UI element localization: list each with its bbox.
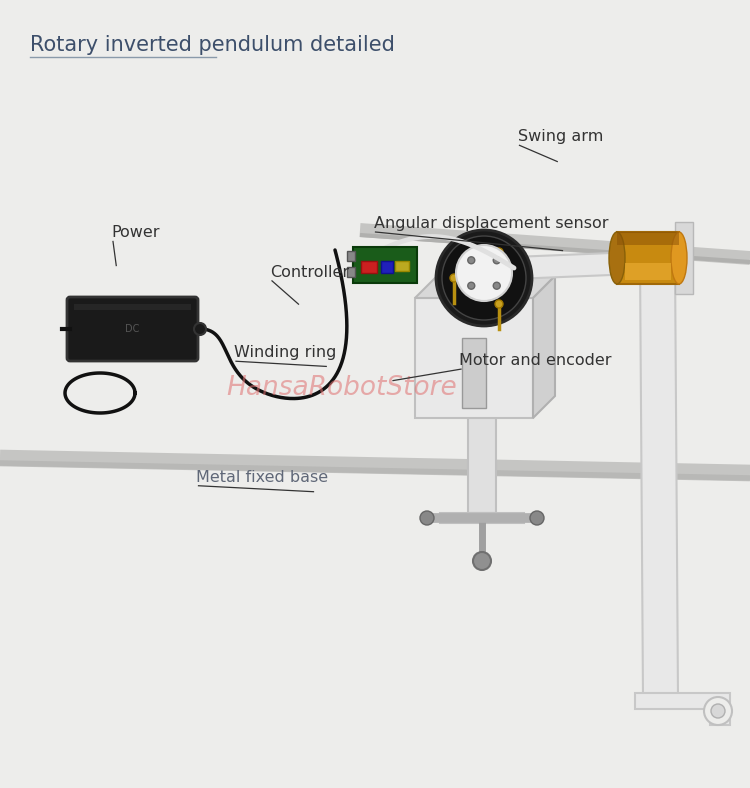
Bar [617,232,679,284]
Polygon shape [533,276,555,418]
Circle shape [494,282,500,289]
Circle shape [420,511,434,525]
Polygon shape [415,298,533,418]
Circle shape [456,245,512,301]
Circle shape [468,282,475,289]
Circle shape [495,248,503,256]
Bar [381,261,393,273]
Text: DC: DC [124,324,140,334]
Bar [675,222,693,294]
Circle shape [473,552,491,570]
Bar [353,247,417,283]
Text: Rotary inverted pendulum detailed: Rotary inverted pendulum detailed [30,35,395,55]
Ellipse shape [671,232,687,284]
Circle shape [442,236,526,320]
Text: Motor and encoder: Motor and encoder [459,353,611,368]
Polygon shape [440,513,524,523]
Ellipse shape [609,232,625,284]
Bar [361,261,377,273]
Circle shape [194,323,206,335]
Circle shape [494,257,500,264]
Text: Winding ring: Winding ring [234,345,336,360]
Circle shape [468,257,475,264]
Circle shape [495,300,503,308]
Bar [625,263,671,280]
Text: Swing arm: Swing arm [518,129,603,144]
Text: Power: Power [111,225,160,240]
Circle shape [436,230,532,326]
Bar [395,261,409,271]
Text: HansaRobotStore: HansaRobotStore [226,375,457,400]
Text: Angular displacement sensor: Angular displacement sensor [374,216,608,231]
Bar [617,232,679,245]
Polygon shape [464,251,660,281]
Polygon shape [635,693,730,725]
Text: Metal fixed base: Metal fixed base [196,470,328,485]
Bar [462,338,486,408]
Circle shape [711,704,725,718]
Polygon shape [640,260,678,698]
Circle shape [450,274,458,282]
Text: Controller: Controller [270,265,349,280]
Bar [468,413,496,513]
Circle shape [530,511,544,525]
FancyBboxPatch shape [67,297,198,361]
Circle shape [704,697,732,725]
Bar [74,304,191,310]
Circle shape [464,258,504,298]
Polygon shape [415,276,555,298]
Bar [347,267,355,277]
Bar [347,251,355,261]
